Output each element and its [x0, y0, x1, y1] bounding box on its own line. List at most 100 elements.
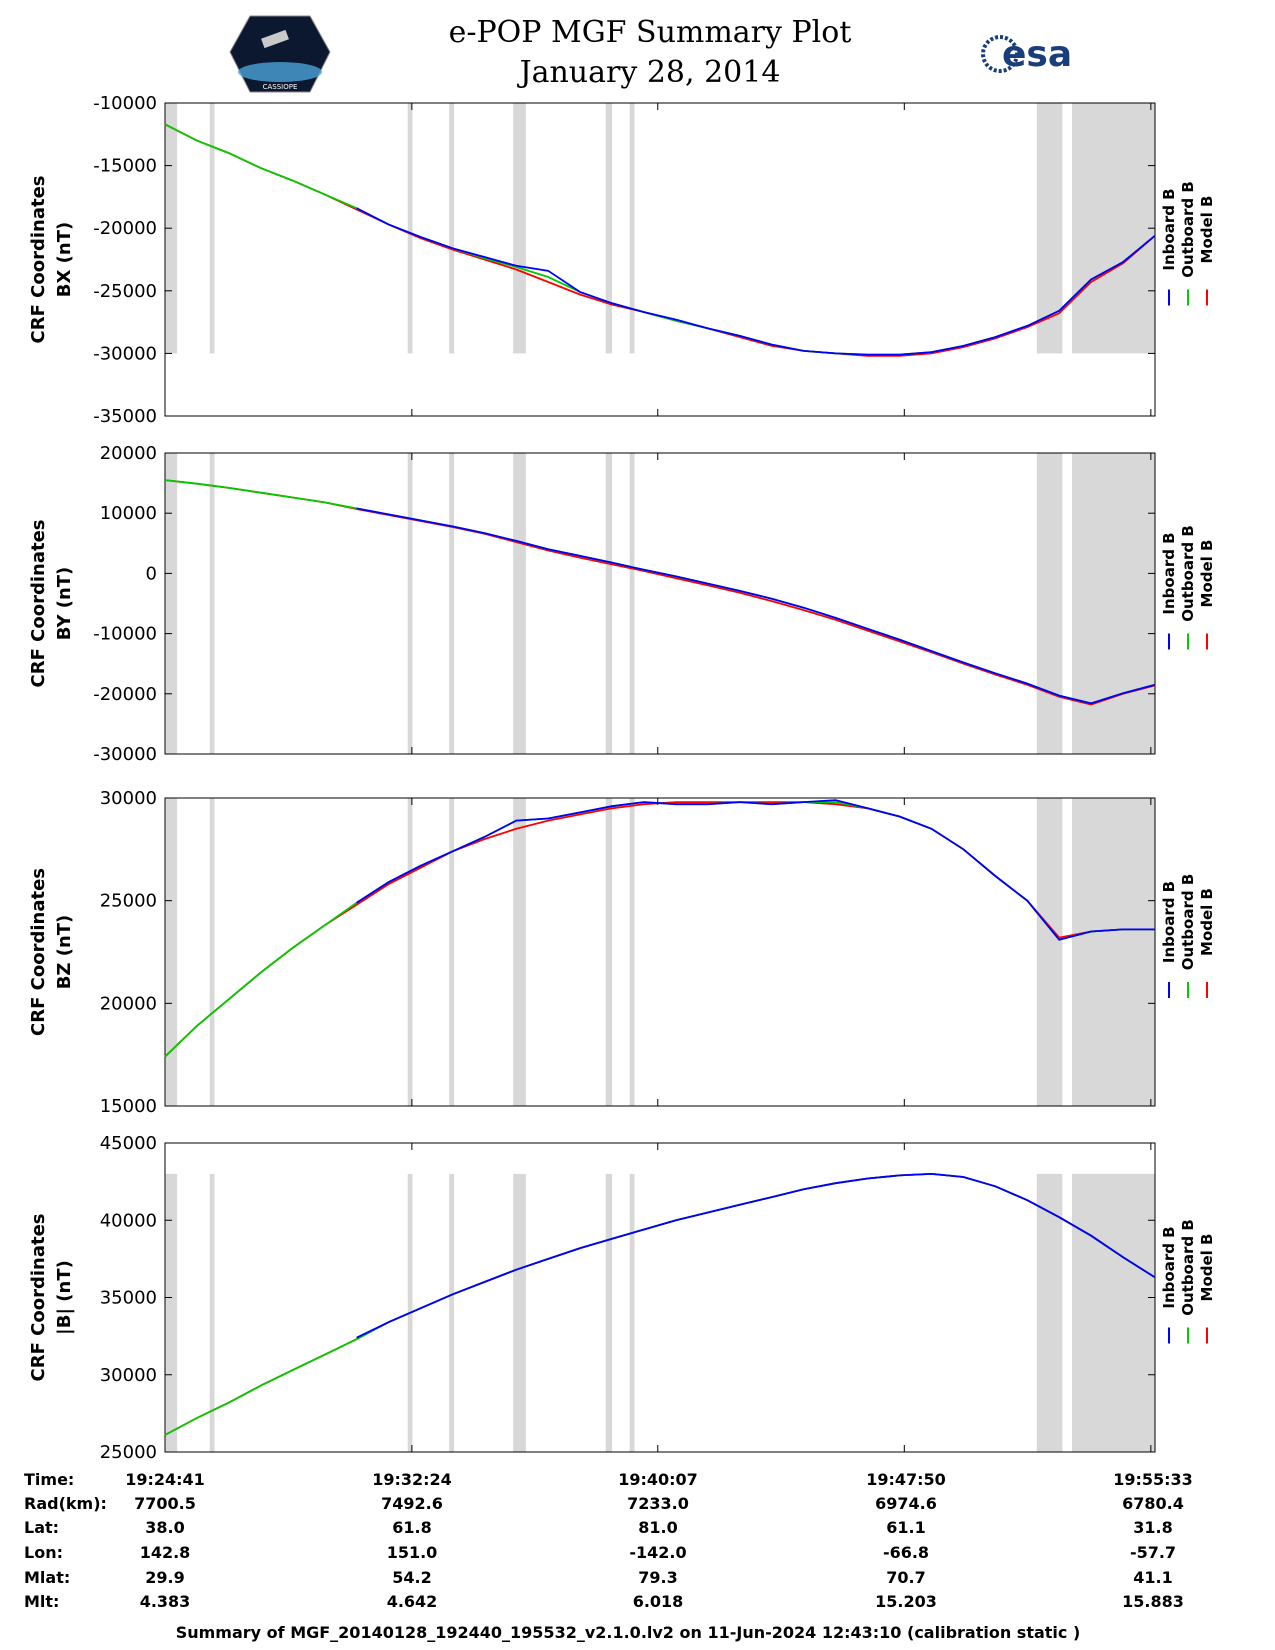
- table-cell: 142.8: [140, 1543, 191, 1562]
- legend-inboard-label: Inboard B: [1160, 532, 1178, 614]
- table-cell: 61.8: [392, 1518, 431, 1537]
- y-axis-title-line1: CRF Coordinates: [28, 868, 49, 1036]
- header: CASSIOPE e-POP MGF Summary Plot January …: [229, 15, 1072, 93]
- series-inboard-b: [356, 507, 1156, 705]
- data-gap-band: [1071, 453, 1155, 754]
- data-gap-band: [629, 798, 635, 1106]
- data-gap-band: [449, 1173, 455, 1452]
- table-cell: 19:24:41: [125, 1470, 205, 1489]
- data-gap-band: [209, 103, 215, 354]
- data-gap-band: [165, 798, 178, 1106]
- series-inboard-b: [356, 1172, 1156, 1339]
- y-tick-label: 25000: [100, 1442, 157, 1463]
- table-cell: 4.642: [387, 1592, 438, 1611]
- y-tick-label: -20000: [93, 684, 157, 705]
- data-gap-band: [449, 798, 455, 1106]
- table-cell: 19:40:07: [618, 1470, 698, 1489]
- table-cell: 6780.4: [1122, 1494, 1184, 1513]
- data-gap-band: [1071, 798, 1155, 1106]
- data-gap-band: [209, 1173, 215, 1452]
- data-gap-band: [1036, 453, 1063, 754]
- y-axis-title-line2: BX (nT): [54, 222, 75, 297]
- table-cell: 6974.6: [875, 1494, 937, 1513]
- y-tick-label: 10000: [100, 503, 157, 524]
- y-tick-label: -15000: [93, 156, 157, 177]
- table-cell: 38.0: [145, 1518, 184, 1537]
- data-gap-band: [165, 1173, 178, 1452]
- y-axis-title-line2: |B| (nT): [54, 1260, 75, 1335]
- series-outboard-b: [164, 123, 1156, 356]
- table-cell: 15.883: [1122, 1592, 1184, 1611]
- plot-title: e-POP MGF Summary Plot: [449, 15, 852, 50]
- legend-model-label: Model B: [1198, 888, 1216, 956]
- table-row-label: Mlt:: [24, 1592, 59, 1611]
- table-cell: -66.8: [883, 1543, 929, 1562]
- data-gap-band: [513, 103, 526, 354]
- y-tick-label: -35000: [93, 406, 157, 427]
- table-cell: 61.1: [886, 1518, 925, 1537]
- data-gap-band: [209, 453, 215, 754]
- table-row-label: Time:: [24, 1470, 74, 1489]
- data-gap-band: [513, 453, 526, 754]
- table-row-label: Lon:: [24, 1543, 63, 1562]
- legend-inboard-label: Inboard B: [1160, 1226, 1178, 1308]
- esa-logo-text: esa: [1002, 34, 1072, 75]
- cassiope-logo: CASSIOPE: [229, 15, 331, 93]
- legend-inboard-label: Inboard B: [1160, 881, 1178, 963]
- table-cell: 151.0: [387, 1543, 438, 1562]
- y-tick-label: -30000: [93, 744, 157, 765]
- y-tick-label: 0: [146, 563, 157, 584]
- table-row-label: Lat:: [24, 1518, 59, 1537]
- data-gap-band: [513, 1173, 526, 1452]
- panel-bx: -35000 -30000 -25000 -20000 -15000 -10000 CRF …: [28, 93, 1216, 427]
- table-cell: -142.0: [629, 1543, 686, 1562]
- data-gap-band: [513, 798, 526, 1106]
- table-cell: 29.9: [145, 1568, 184, 1587]
- table-cell: 7233.0: [627, 1494, 689, 1513]
- table-cell: 31.8: [1133, 1518, 1172, 1537]
- data-gap-band: [1071, 103, 1155, 354]
- table-cell: 6.018: [633, 1592, 684, 1611]
- table-cell: 19:47:50: [866, 1470, 946, 1489]
- table-cell: 7492.6: [381, 1494, 443, 1513]
- series-model-b: [164, 123, 1156, 357]
- data-gap-band: [449, 103, 455, 354]
- y-tick-label: 30000: [100, 788, 157, 809]
- data-gap-band: [209, 798, 215, 1106]
- table-cell: 81.0: [638, 1518, 677, 1537]
- data-gap-band: [605, 103, 613, 354]
- series-outboard-b: [164, 801, 1155, 1058]
- data-gap-band: [605, 1173, 613, 1452]
- data-gap-band: [1036, 1173, 1063, 1452]
- table-row-label: Mlat:: [24, 1568, 70, 1587]
- data-gap-band: [407, 798, 413, 1106]
- y-tick-label: 15000: [100, 1096, 157, 1117]
- data-gap-band: [1071, 1173, 1155, 1452]
- series-model-b: [164, 479, 1156, 706]
- series-inboard-b: [356, 207, 1156, 356]
- data-gap-band: [407, 453, 413, 754]
- y-tick-label: -30000: [93, 343, 157, 364]
- y-axis-title-line1: CRF Coordinates: [28, 1214, 49, 1382]
- series-model-b: [164, 801, 1155, 1058]
- orbit-info-table: Time: Rad(km): Lat: Lon: Mlat: Mlt: 19:24:41 77…: [24, 1470, 1193, 1611]
- plot-frame: [164, 797, 1156, 1107]
- legend-model-label: Model B: [1198, 196, 1216, 264]
- y-tick-label: 25000: [100, 891, 157, 912]
- data-gap-band: [165, 453, 178, 754]
- legend-outboard-label: Outboard B: [1179, 181, 1197, 278]
- y-axis-title-line1: CRF Coordinates: [28, 520, 49, 688]
- y-axis-title-line1: CRF Coordinates: [28, 176, 49, 344]
- legend-inboard-label: Inboard B: [1160, 188, 1178, 270]
- data-gap-band: [407, 103, 413, 354]
- y-tick-label: -25000: [93, 281, 157, 302]
- table-cell: 15.203: [875, 1592, 937, 1611]
- y-tick-label: 45000: [100, 1133, 157, 1154]
- table-cell: 7700.5: [134, 1494, 196, 1513]
- table-cell: 19:55:33: [1113, 1470, 1193, 1489]
- table-cell: 4.383: [140, 1592, 191, 1611]
- y-tick-label: 20000: [100, 443, 157, 464]
- data-gap-band: [629, 1173, 635, 1452]
- y-tick-label: -10000: [93, 624, 157, 645]
